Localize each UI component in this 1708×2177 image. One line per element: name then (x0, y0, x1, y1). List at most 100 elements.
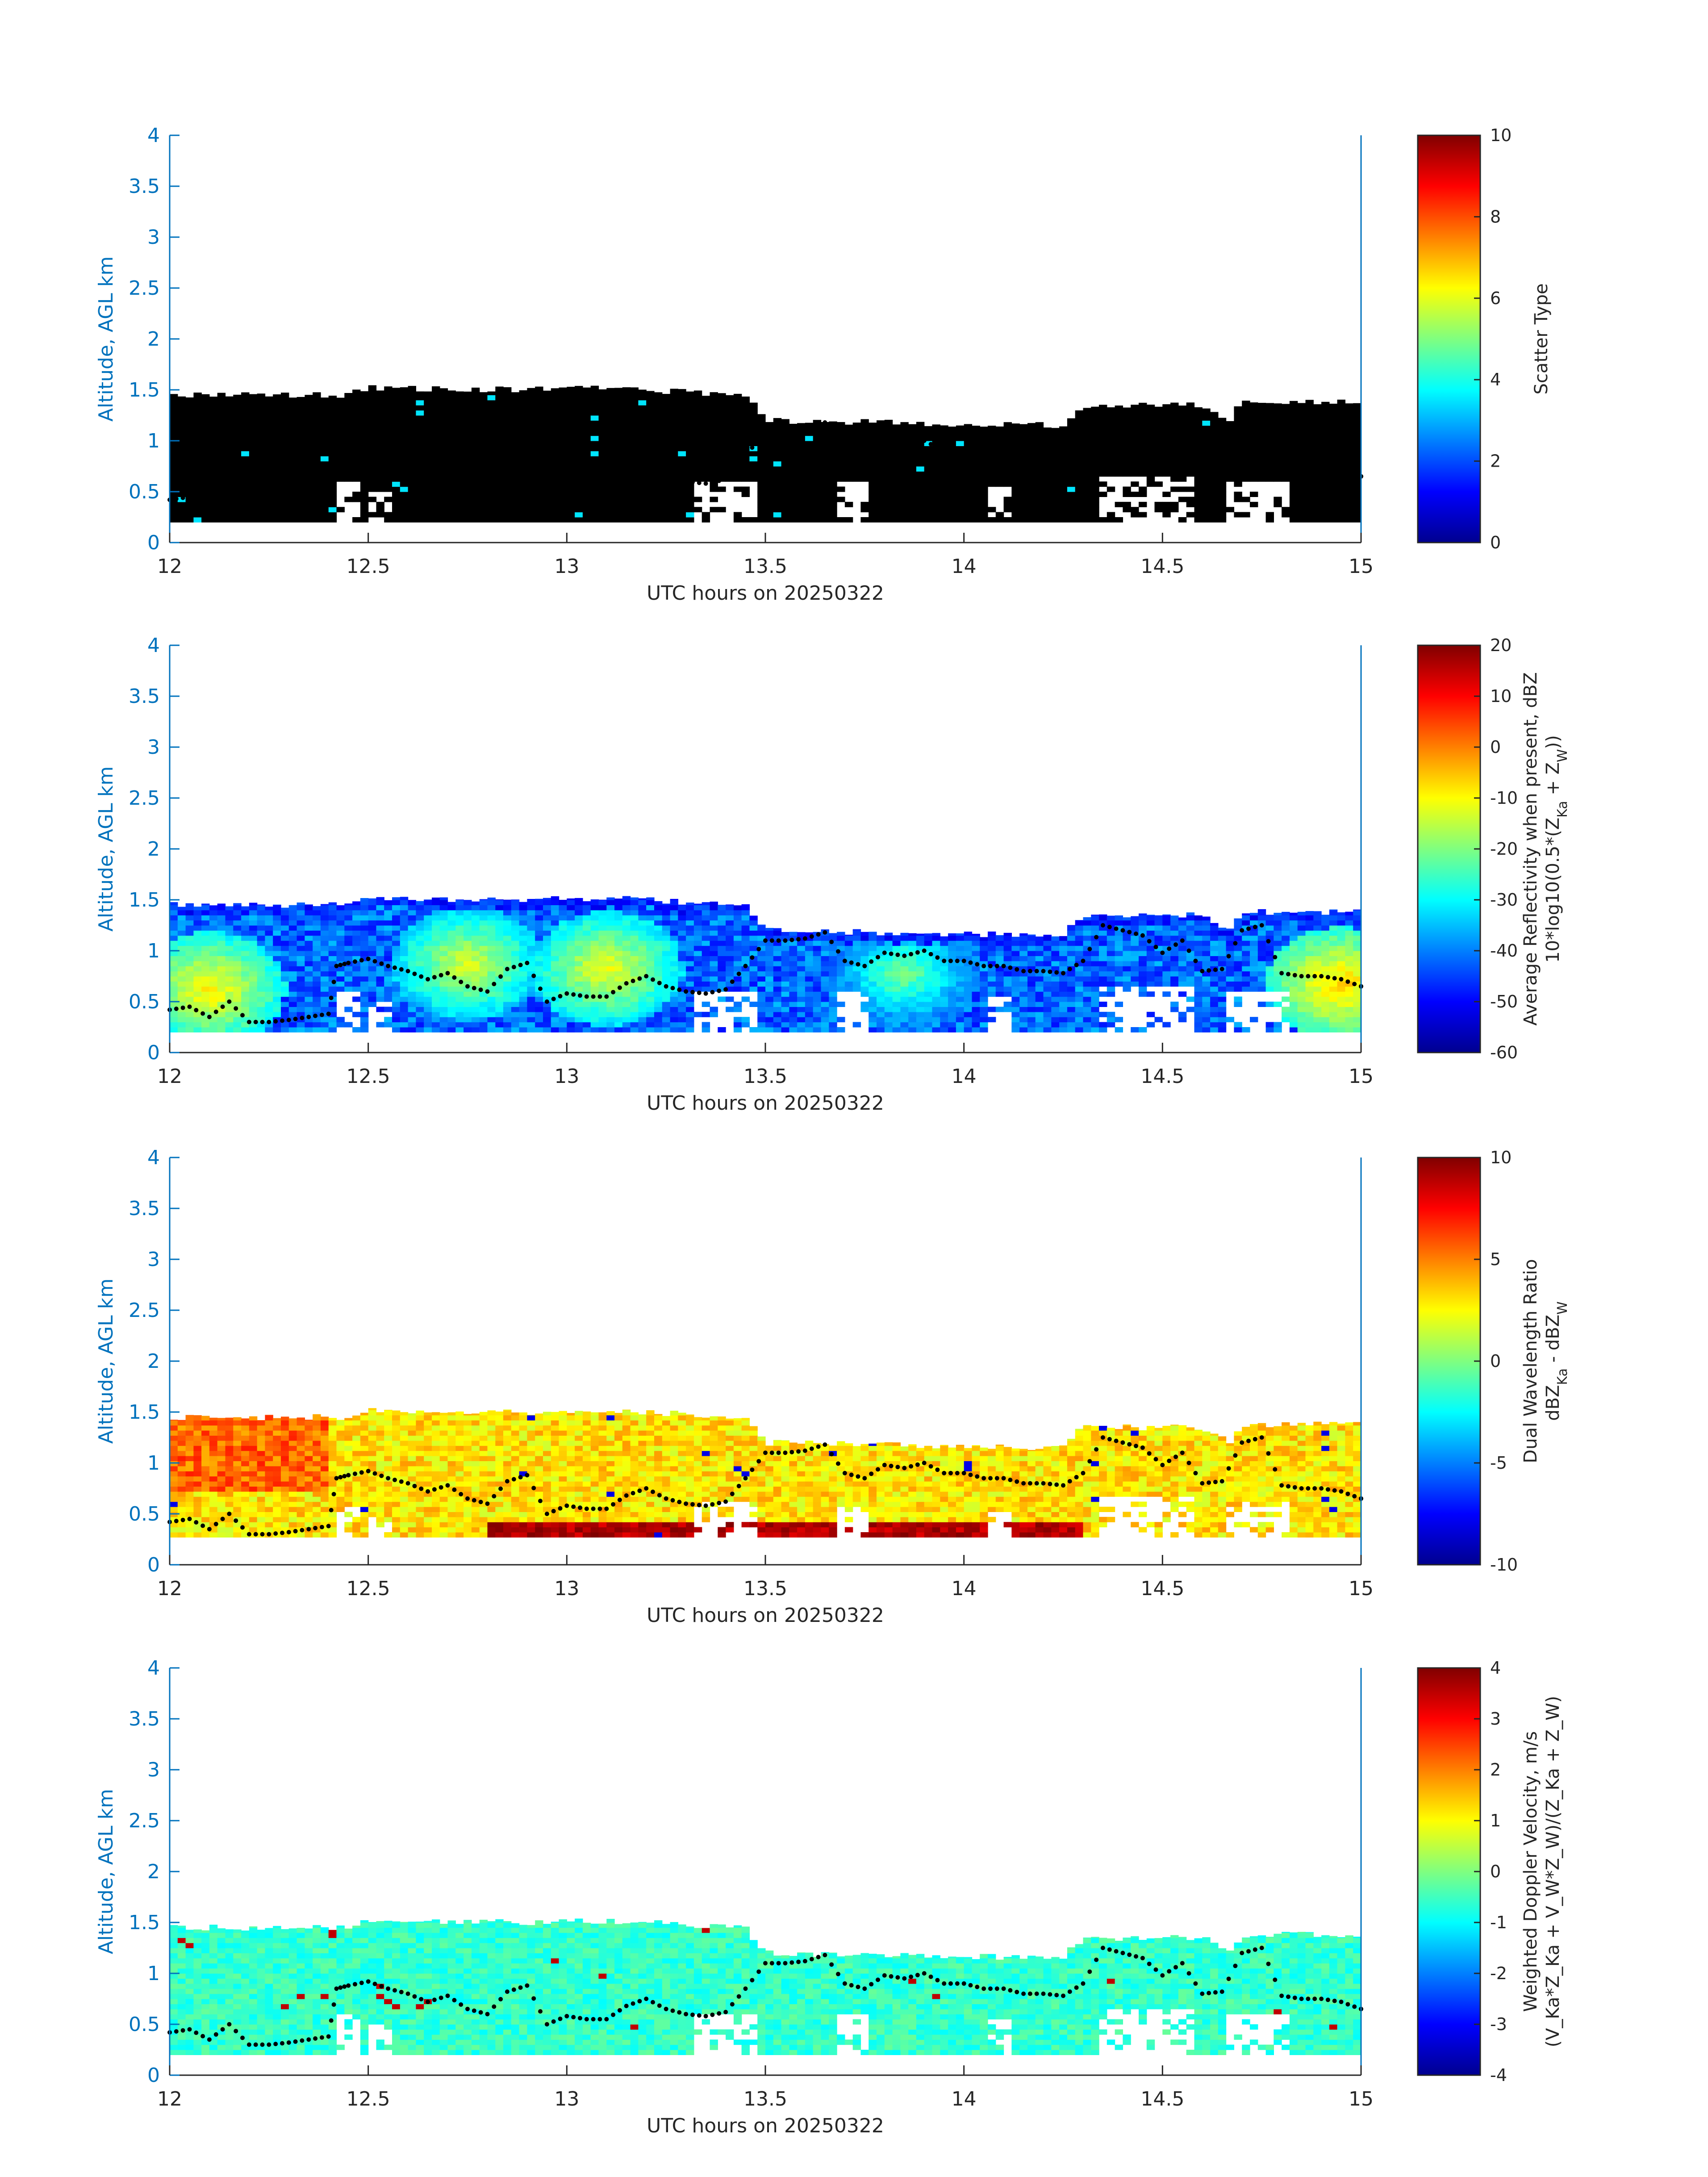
heatmap-cell (940, 461, 948, 467)
heatmap-cell (455, 1027, 464, 1032)
heatmap-cell (447, 446, 456, 451)
heatmap-cell (495, 486, 504, 492)
trace-dot (1100, 413, 1105, 418)
heatmap-cell (400, 945, 409, 951)
heatmap-cell (869, 425, 877, 431)
heatmap-cell (1186, 415, 1195, 421)
heatmap-cell (630, 425, 639, 431)
heatmap-cell (392, 920, 401, 926)
heatmap-cell (177, 956, 186, 961)
heatmap-cell (1162, 410, 1171, 416)
heatmap-cell (1099, 405, 1107, 411)
heatmap-cell (1265, 435, 1274, 441)
trace-dot (465, 474, 470, 479)
heatmap-cell (511, 405, 520, 411)
heatmap-cell (1305, 486, 1314, 492)
heatmap-cell (455, 951, 464, 956)
heatmap-cell (638, 471, 647, 477)
heatmap-cell (439, 388, 448, 390)
heatmap-cell (416, 451, 424, 456)
heatmap-cell (1146, 410, 1155, 416)
heatmap-cell (1019, 512, 1028, 518)
heatmap-cell (352, 435, 361, 441)
heatmap-cell (1210, 476, 1219, 482)
heatmap-cell (305, 430, 313, 436)
heatmap-cell (741, 446, 750, 451)
heatmap-cell (1027, 466, 1036, 472)
heatmap-cell (988, 507, 996, 513)
heatmap-cell (368, 405, 377, 411)
heatmap-cell (273, 400, 281, 405)
heatmap-cell (352, 951, 361, 956)
heatmap-cell (376, 456, 384, 462)
heatmap-cell (575, 400, 583, 405)
heatmap-cell (1139, 425, 1147, 431)
heatmap-cell (1170, 402, 1179, 405)
heatmap-cell (892, 476, 901, 482)
trace-dot (1332, 466, 1337, 471)
heatmap-cell (296, 476, 305, 482)
heatmap-cell (821, 497, 829, 502)
heatmap-cell (869, 507, 877, 513)
heatmap-cell (733, 446, 742, 451)
heatmap-cell (225, 986, 234, 992)
heatmap-cell (241, 920, 250, 926)
heatmap-cell (233, 430, 242, 436)
heatmap-cell (360, 476, 369, 482)
heatmap-cell (360, 420, 369, 426)
trace-dot (412, 461, 417, 466)
heatmap-cell (447, 507, 456, 513)
heatmap-cell (352, 395, 361, 401)
heatmap-cell (225, 961, 234, 966)
heatmap-cell (464, 910, 472, 915)
heatmap-cell (376, 425, 384, 431)
trace-dot (1319, 464, 1324, 468)
heatmap-cell (416, 951, 424, 956)
heatmap-cell (575, 976, 583, 982)
heatmap-cell (376, 1022, 384, 1028)
heatmap-cell (559, 1027, 567, 1032)
heatmap-cell (352, 945, 361, 951)
trace-dot (763, 428, 768, 433)
heatmap-cell (535, 512, 543, 518)
heatmap-cell (511, 501, 520, 507)
heatmap-cell (217, 400, 226, 405)
heatmap-cell (352, 1011, 361, 1017)
heatmap-cell (424, 899, 432, 900)
heatmap-cell (201, 935, 210, 941)
heatmap-cell (392, 466, 401, 472)
heatmap-cell (217, 940, 226, 946)
heatmap-cell (932, 507, 940, 513)
heatmap-cell (455, 507, 464, 513)
heatmap-cell (686, 497, 694, 502)
heatmap-cell (241, 956, 250, 961)
heatmap-cell (495, 456, 504, 462)
heatmap-cell (511, 899, 520, 900)
heatmap-cell (1043, 517, 1052, 522)
heatmap-cell (185, 507, 194, 513)
heatmap-cell (551, 481, 560, 487)
heatmap-cell (598, 390, 607, 395)
heatmap-cell (1043, 430, 1052, 436)
heatmap-cell (884, 435, 893, 441)
heatmap-cell (416, 905, 424, 911)
heatmap-cell (813, 481, 822, 487)
heatmap-cell (336, 441, 345, 446)
heatmap-cell (908, 507, 917, 513)
heatmap-cell (336, 1022, 345, 1028)
heatmap-cell (265, 940, 273, 946)
heatmap-cell (598, 415, 607, 421)
heatmap-cell (622, 456, 631, 462)
heatmap-cell (1067, 425, 1076, 431)
heatmap-cell (1337, 471, 1345, 477)
heatmap-cell (336, 956, 345, 961)
heatmap-cell (249, 940, 258, 946)
trace-dot (942, 448, 947, 453)
heatmap-cell (670, 400, 678, 405)
heatmap-cell (432, 441, 440, 446)
heatmap-cell (1162, 425, 1171, 431)
heatmap-cell (567, 920, 575, 926)
heatmap-cell (424, 405, 432, 411)
trace-dot (1207, 458, 1211, 463)
heatmap-cell (590, 899, 599, 900)
